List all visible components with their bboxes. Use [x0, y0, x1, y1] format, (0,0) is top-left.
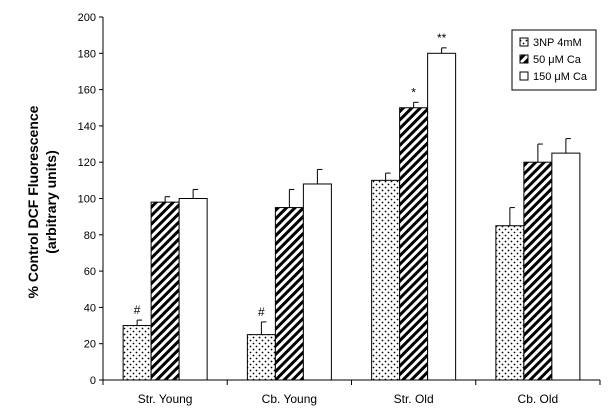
y-tick-label: 120 — [78, 157, 96, 169]
legend: 3NP 4mM 50 μM Ca 150 μM Ca — [511, 29, 597, 91]
error-bars — [136, 47, 571, 335]
error-bar — [316, 168, 323, 184]
bar — [495, 225, 525, 381]
bar-annotations: # #*** — [134, 31, 447, 319]
error-bar — [509, 207, 515, 226]
bar — [178, 198, 208, 381]
bar — [302, 183, 332, 381]
error-bar — [164, 196, 171, 203]
error-bar — [260, 321, 267, 335]
error-bar — [565, 138, 571, 154]
y-tick-label: 60 — [84, 266, 96, 278]
legend-swatch — [519, 71, 529, 81]
error-bar — [192, 188, 199, 199]
legend-label: 3NP 4mM — [533, 37, 582, 49]
bar — [523, 161, 553, 381]
significance-marker: # — [258, 305, 265, 319]
category-label: Str. Young — [138, 392, 193, 406]
significance-marker: * — [411, 85, 416, 99]
error-bar — [385, 172, 391, 181]
legend-swatch — [519, 37, 529, 47]
y-tick-label: 180 — [78, 48, 96, 60]
y-axis-title: % Control DCF Fluorescence — [25, 105, 41, 298]
y-axis-label: % Control DCF Fluorescence (arbitrary un… — [25, 105, 59, 298]
y-tick-label: 160 — [78, 85, 96, 97]
error-bar — [441, 47, 447, 54]
bar — [122, 325, 152, 381]
y-tick-label: 200 — [78, 12, 96, 24]
category-label: Cb. Old — [518, 392, 559, 406]
error-bar — [413, 101, 419, 108]
bar — [551, 152, 581, 381]
category-label: Cb. Young — [262, 392, 317, 406]
legend-label: 50 μM Ca — [533, 54, 582, 66]
y-tick-label: 40 — [84, 302, 96, 314]
significance-marker: # — [134, 303, 141, 317]
y-tick-label: 0 — [90, 375, 96, 387]
bar — [427, 52, 457, 381]
bar — [150, 201, 180, 381]
bar — [274, 207, 304, 381]
bar — [399, 107, 429, 381]
y-ticks: 0 20 40 60 80 100 120 140 160 180 200 — [78, 12, 103, 387]
bar — [246, 334, 276, 381]
y-tick-label: 80 — [84, 230, 96, 242]
error-bar — [136, 319, 143, 326]
y-tick-label: 100 — [78, 194, 96, 206]
legend-label: 150 μM Ca — [533, 71, 588, 83]
y-tick-label: 140 — [78, 121, 96, 133]
legend-swatch — [519, 54, 529, 64]
error-bar — [288, 188, 295, 208]
significance-marker: ** — [437, 31, 447, 45]
y-tick-label: 20 — [84, 339, 96, 351]
category-label: Str. Old — [394, 392, 434, 406]
y-axis-subtitle: (arbitrary units) — [43, 150, 59, 253]
bar — [371, 179, 401, 381]
bars — [122, 52, 581, 381]
x-ticks: Str. Young Cb. Young Str. Old Cb. Old — [102, 380, 601, 406]
error-bar — [537, 143, 543, 163]
